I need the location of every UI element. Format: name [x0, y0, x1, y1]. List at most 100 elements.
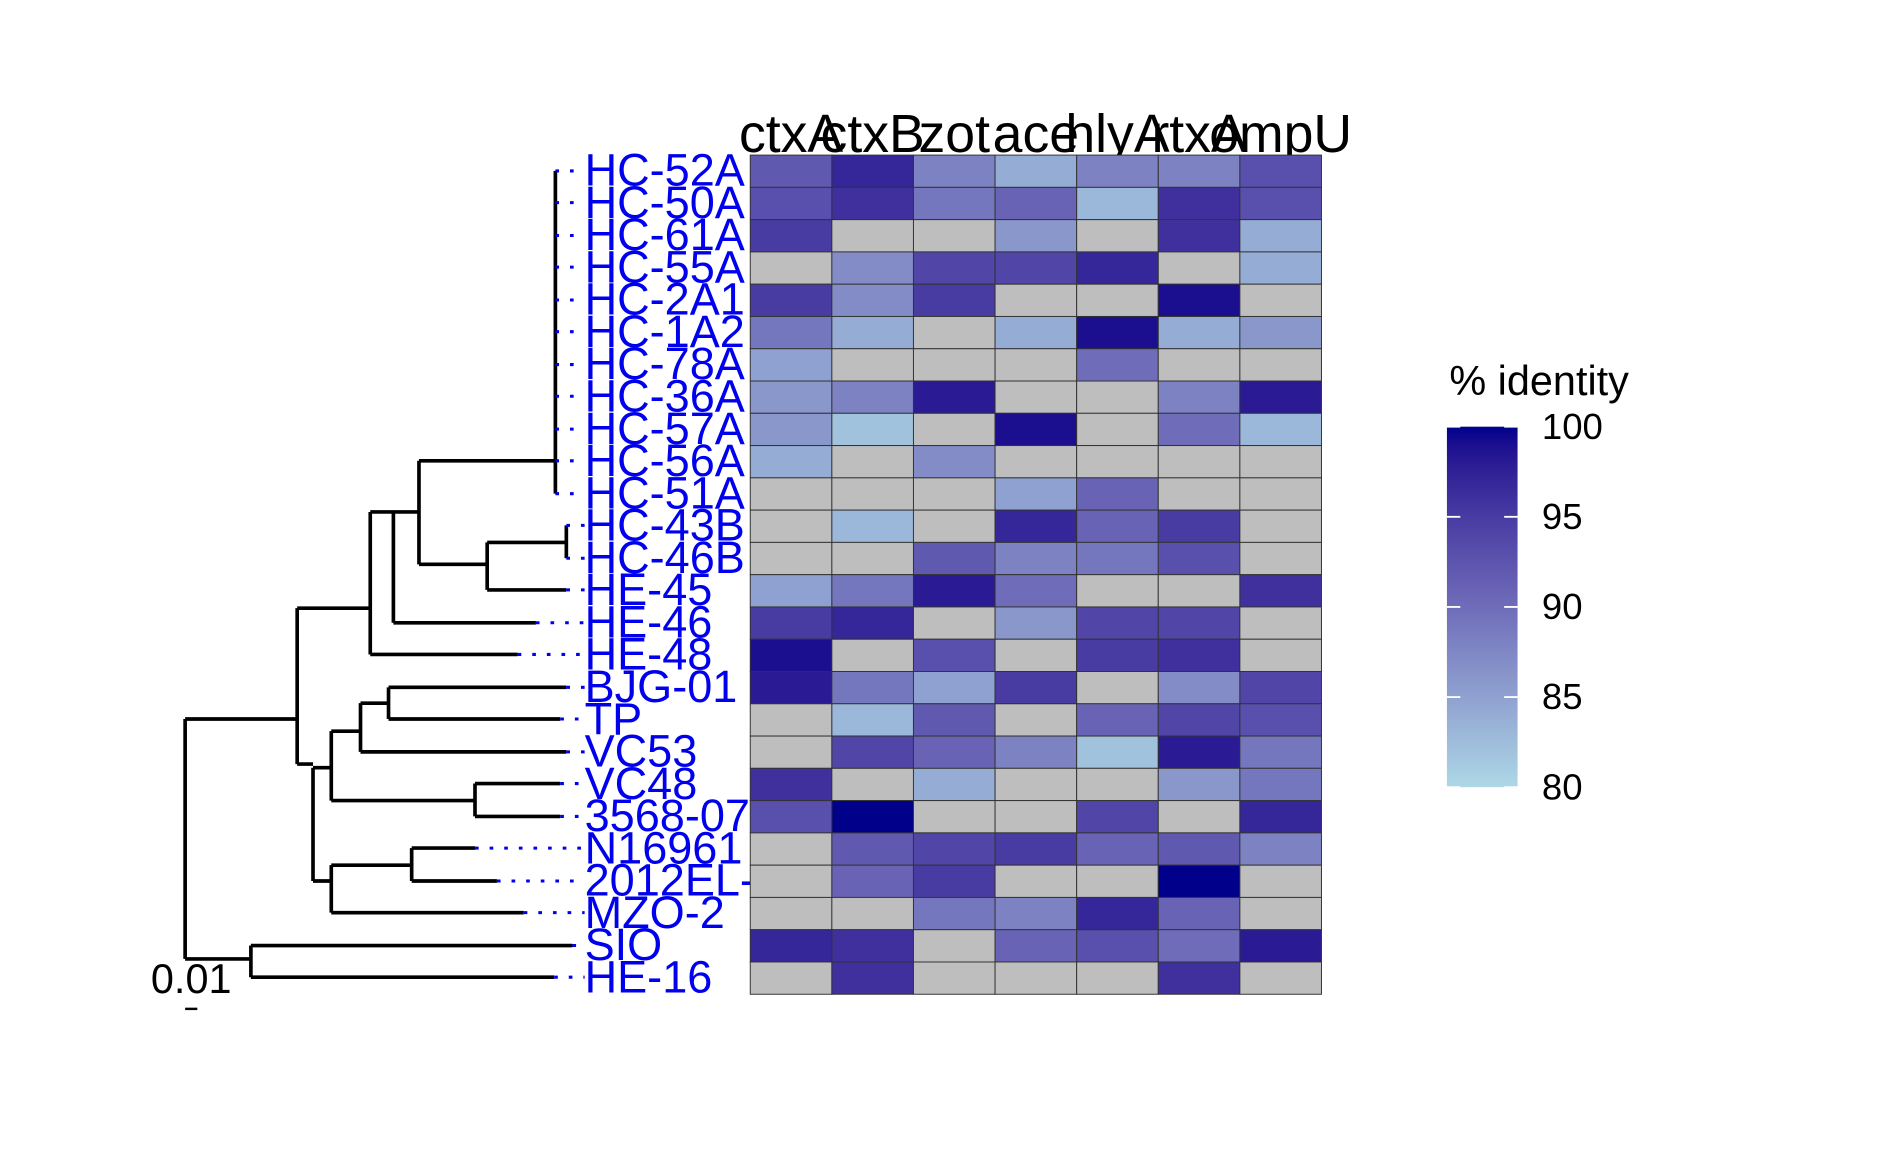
heatmap-cell — [1076, 283, 1159, 317]
row-label: HC-57A — [585, 403, 745, 454]
heatmap-cell — [912, 574, 996, 608]
column-label: zot — [919, 104, 991, 164]
heatmap-cell — [912, 445, 996, 479]
heatmap-cell — [749, 251, 833, 285]
heatmap-cell — [912, 315, 996, 350]
heatmap-cell — [1239, 186, 1322, 221]
heatmap-cell — [994, 477, 1078, 511]
column-label: hlyA — [1065, 104, 1169, 164]
heatmap-cell — [994, 671, 1078, 705]
heatmap-cell — [831, 896, 914, 931]
heatmap-cell — [831, 509, 914, 543]
row-label: HC-78A — [585, 338, 745, 389]
heatmap-cell — [1076, 445, 1159, 479]
heatmap-cell — [1076, 735, 1159, 769]
colorbar-tick-label: 95 — [1542, 496, 1583, 537]
heatmap-cell — [1239, 477, 1322, 511]
heatmap-cell — [1076, 509, 1159, 543]
heatmap-cell — [831, 283, 914, 317]
heatmap-cell — [749, 445, 833, 479]
heatmap-cell — [1076, 767, 1159, 802]
heatmap-cell — [831, 477, 914, 511]
heatmap-cell — [1076, 961, 1159, 995]
heatmap-cell — [749, 638, 833, 672]
heatmap-cell — [749, 864, 833, 898]
heatmap-cell — [912, 154, 996, 188]
heatmap-cell — [1076, 896, 1159, 931]
heatmap-cell — [749, 961, 833, 995]
row-label: HC-2A1 — [585, 274, 745, 325]
colorbar-tick-label: 100 — [1542, 406, 1603, 447]
heatmap-cell — [749, 541, 833, 576]
heatmap-cell — [1157, 509, 1241, 543]
heatmap-cell — [831, 735, 914, 769]
heatmap-cell — [1239, 638, 1322, 672]
heatmap-cell — [749, 929, 833, 963]
row-label: HC-51A — [585, 467, 745, 518]
heatmap-cell — [749, 219, 833, 253]
heatmap-cell — [994, 735, 1078, 769]
heatmap-cell — [912, 832, 996, 866]
heatmap-cell — [831, 864, 914, 898]
heatmap-cell — [749, 767, 833, 802]
heatmap-cell — [912, 800, 996, 834]
heatmap-cell — [994, 606, 1078, 640]
heatmap-cell — [749, 154, 833, 188]
colorbar-tick-label: 80 — [1542, 766, 1583, 807]
heatmap-cell — [1239, 896, 1322, 931]
heatmap-cell — [831, 606, 914, 640]
heatmap-cell — [749, 315, 833, 350]
heatmap-cell — [912, 929, 996, 963]
heatmap-cell — [994, 767, 1078, 802]
heatmap-cell — [1157, 412, 1241, 447]
row-label: VC53 — [585, 726, 698, 777]
heatmap-cell — [994, 380, 1078, 414]
heatmap-cell — [1157, 896, 1241, 931]
heatmap-cell — [994, 509, 1078, 543]
heatmap-cell — [994, 800, 1078, 834]
heatmap-cell — [1239, 574, 1322, 608]
heatmap-cell — [1076, 832, 1159, 866]
column-label: rtxA — [1151, 104, 1247, 164]
heatmap-cell — [831, 929, 914, 963]
heatmap-cell — [912, 186, 996, 221]
heatmap-cell — [912, 638, 996, 672]
heatmap-cell — [831, 800, 914, 834]
heatmap-cell — [749, 606, 833, 640]
heatmap-cell — [749, 477, 833, 511]
heatmap-cell — [994, 283, 1078, 317]
legend-title: % identity — [1449, 358, 1629, 404]
column-label: ctxA — [739, 104, 843, 164]
heatmap-cell — [1239, 832, 1322, 866]
heatmap-cell — [831, 315, 914, 350]
heatmap-cell — [831, 219, 914, 253]
heatmap-cell — [994, 541, 1078, 576]
heatmap-cell — [1157, 251, 1241, 285]
heatmap-cell — [994, 832, 1078, 866]
heatmap-cell — [1239, 219, 1322, 253]
heatmap-cell — [1157, 445, 1241, 479]
heatmap-cell — [749, 186, 833, 221]
heatmap-cell — [994, 445, 1078, 479]
heatmap-cell — [912, 380, 996, 414]
heatmap-cell — [994, 186, 1078, 221]
heatmap-cell — [749, 832, 833, 866]
heatmap-cell — [1157, 832, 1241, 866]
heatmap-cell — [1157, 541, 1241, 576]
row-label: VC48 — [585, 758, 698, 809]
heatmap-cell — [912, 606, 996, 640]
tree-branches — [183, 170, 573, 980]
heatmap-cell — [749, 348, 833, 382]
heatmap-cell — [1239, 154, 1322, 188]
heatmap-cell — [994, 929, 1078, 963]
column-label: ace — [993, 104, 1079, 164]
heatmap-cell — [1239, 509, 1322, 543]
heatmap-cell — [994, 154, 1078, 188]
heatmap-cell — [749, 574, 833, 608]
heatmap-cell — [1076, 477, 1159, 511]
heatmap-cell — [831, 380, 914, 414]
colorbar-tick-label: 90 — [1542, 586, 1583, 627]
heatmap-cell — [749, 380, 833, 414]
heatmap-cell — [1157, 606, 1241, 640]
